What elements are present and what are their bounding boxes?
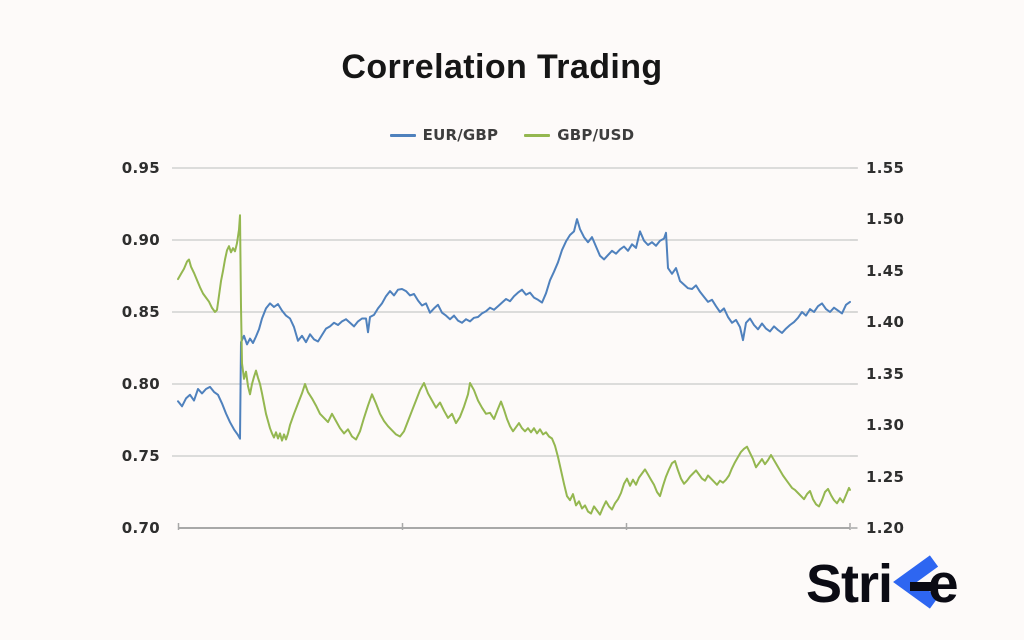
legend-item-gbp-usd: GBP/USD xyxy=(524,126,634,144)
gbp-usd-line-marker-icon xyxy=(524,133,551,137)
left-axis-label: 0.80 xyxy=(121,375,160,393)
eur-gbp-legend-label: EUR/GBP xyxy=(422,126,499,144)
right-axis-label: 1.50 xyxy=(866,210,905,229)
left-axis-label: 0.70 xyxy=(121,519,160,537)
legend-item-eur-gbp: EUR/GBP xyxy=(389,126,499,144)
strike-logo: Stri e xyxy=(806,552,988,612)
legend: EUR/GBP GBP/USD xyxy=(0,126,1024,144)
eur-gbp-line xyxy=(177,218,851,440)
strike-logo-arrow-icon xyxy=(893,555,939,609)
left-axis-label: 0.95 xyxy=(121,159,160,177)
strike-logo-crossbar xyxy=(910,582,936,591)
gbp-usd-legend-label: GBP/USD xyxy=(557,126,635,144)
gbp-usd-line xyxy=(177,214,851,516)
strike-logo-text-left: Stri xyxy=(806,554,892,612)
right-axis-label: 1.45 xyxy=(866,261,905,280)
right-axis-label: 1.40 xyxy=(866,313,905,332)
left-axis-label: 0.75 xyxy=(121,447,160,465)
chart-title: Correlation Trading xyxy=(341,48,663,86)
strike-logo-text-right: e xyxy=(928,552,959,612)
strike-logo-graphic: Stri e xyxy=(806,552,959,612)
eur-gbp-line-marker-icon xyxy=(389,133,416,137)
left-axis-label: 0.90 xyxy=(121,231,160,249)
right-axis-label: 1.30 xyxy=(866,416,905,435)
right-axis-label: 1.20 xyxy=(866,519,905,537)
left-axis-label: 0.85 xyxy=(121,303,160,321)
right-axis-label: 1.35 xyxy=(866,364,905,383)
right-axis-label: 1.55 xyxy=(866,159,905,177)
right-axis-label: 1.25 xyxy=(866,467,905,486)
